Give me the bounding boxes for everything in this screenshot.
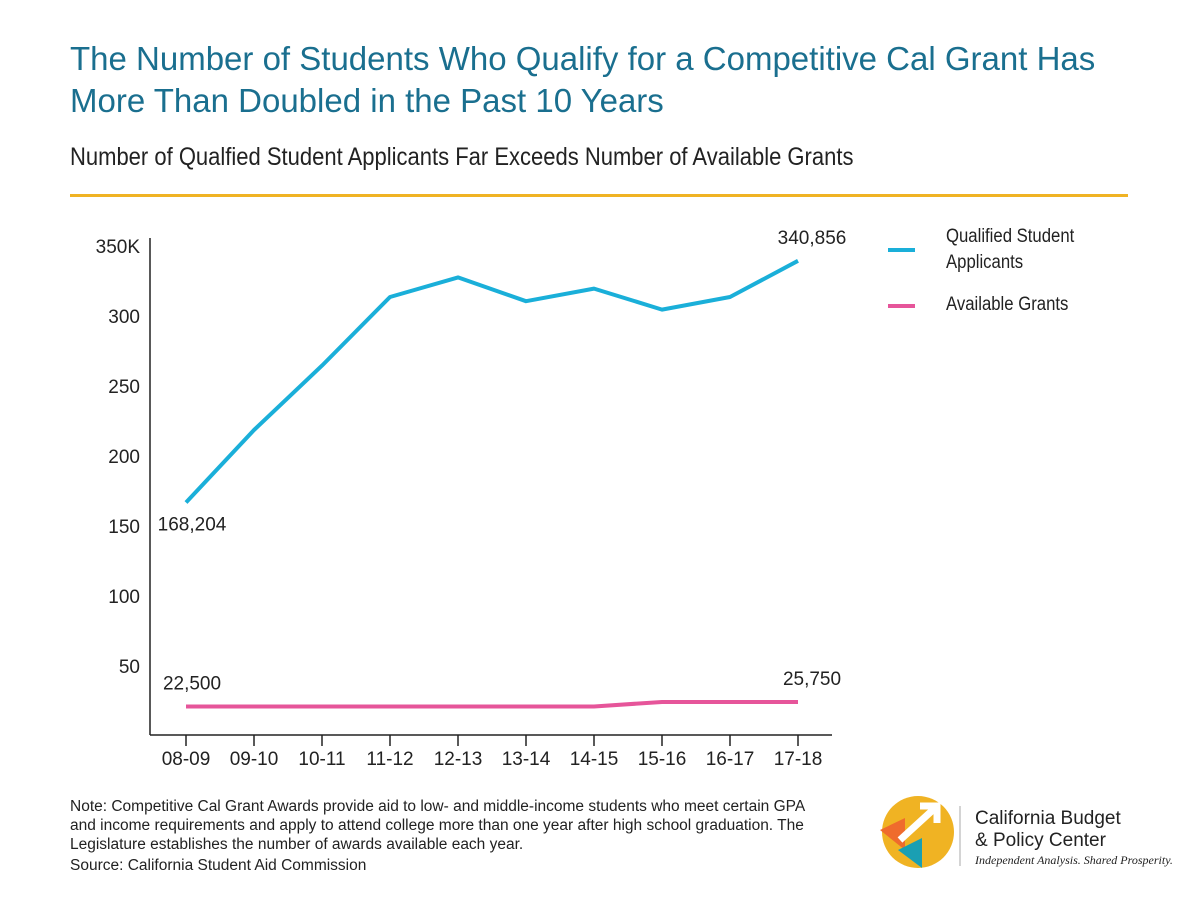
x-tick-label: 11-12 bbox=[366, 749, 413, 770]
y-tick-label: 250 bbox=[108, 377, 140, 398]
logo-text: California Budget bbox=[975, 808, 1121, 829]
logo-text: & Policy Center bbox=[975, 830, 1106, 851]
x-tick-label: 15-16 bbox=[638, 749, 687, 770]
legend-label: Qualified Student Applicants bbox=[946, 226, 1075, 273]
series-line bbox=[184, 259, 799, 504]
data-label: 168,204 bbox=[158, 515, 227, 536]
x-tick-label: 13-14 bbox=[502, 749, 551, 770]
y-tick-label: 50 bbox=[119, 657, 140, 678]
data-label: 340,856 bbox=[778, 228, 847, 249]
logo-tagline: Independent Analysis. Shared Prosperity. bbox=[975, 853, 1173, 867]
note: Note: Competitive Cal Grant Awards provi… bbox=[70, 798, 805, 853]
x-tick-label: 12-13 bbox=[434, 749, 483, 770]
x-tick-label: 08-09 bbox=[162, 749, 211, 770]
x-tick-label: 17-18 bbox=[774, 749, 823, 770]
divider bbox=[70, 194, 1128, 197]
data-label: 25,750 bbox=[783, 669, 841, 690]
source: Source: California Student Aid Commissio… bbox=[70, 857, 367, 874]
x-tick-label: 16-17 bbox=[706, 749, 755, 770]
y-tick-label: 100 bbox=[108, 587, 140, 608]
y-tick-label: 200 bbox=[108, 447, 140, 468]
data-label: 22,500 bbox=[163, 674, 221, 695]
chart-subtitle: Number of Qualfied Student Applicants Fa… bbox=[70, 143, 854, 171]
x-tick-label: 10-11 bbox=[298, 749, 345, 770]
y-tick-label: 300 bbox=[108, 307, 140, 328]
y-tick-label: 150 bbox=[108, 517, 140, 538]
x-tick-label: 14-15 bbox=[570, 749, 619, 770]
series-line bbox=[186, 699, 798, 709]
y-tick-label: 350K bbox=[96, 237, 141, 258]
x-tick-label: 09-10 bbox=[230, 749, 279, 770]
logo-mark bbox=[880, 796, 961, 868]
chart-title: The Number of Students Who Qualify for a… bbox=[70, 40, 1096, 119]
legend-label: Available Grants bbox=[946, 294, 1069, 315]
